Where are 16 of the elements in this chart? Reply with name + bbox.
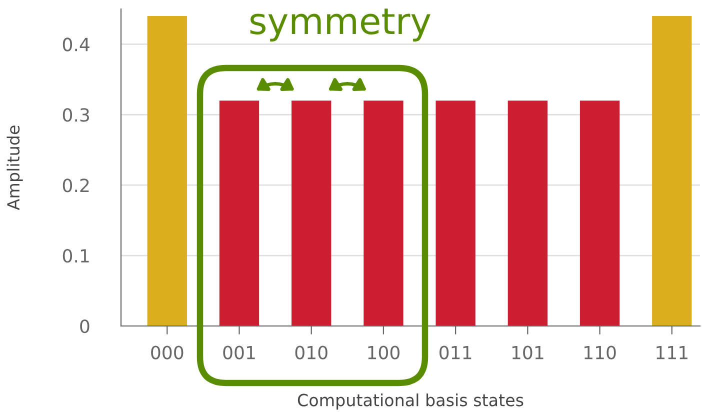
x-tick-label: 110 [584,346,616,360]
annotation: symmetry [250,8,430,42]
x-axis-title: Computational basis states [298,393,524,410]
y-tick-label: 0.4 [62,38,90,52]
x-tick-label: 101 [512,346,544,360]
x-tick-label: 001 [223,346,255,360]
x-tick-label: 000 [151,346,184,360]
x-tick-label: 010 [295,346,328,360]
y-tick-label: 0 [80,319,90,334]
y-tick-label: 0.2 [62,178,89,192]
y-tick-label: 0.1 [62,249,89,263]
y-axis-title: Amplitude [6,126,23,210]
x-tick-label: 011 [440,346,472,360]
x-tick-label: 100 [368,346,400,360]
y-tick-label: 0.3 [62,108,89,122]
x-tick-label: 111 [656,346,688,360]
